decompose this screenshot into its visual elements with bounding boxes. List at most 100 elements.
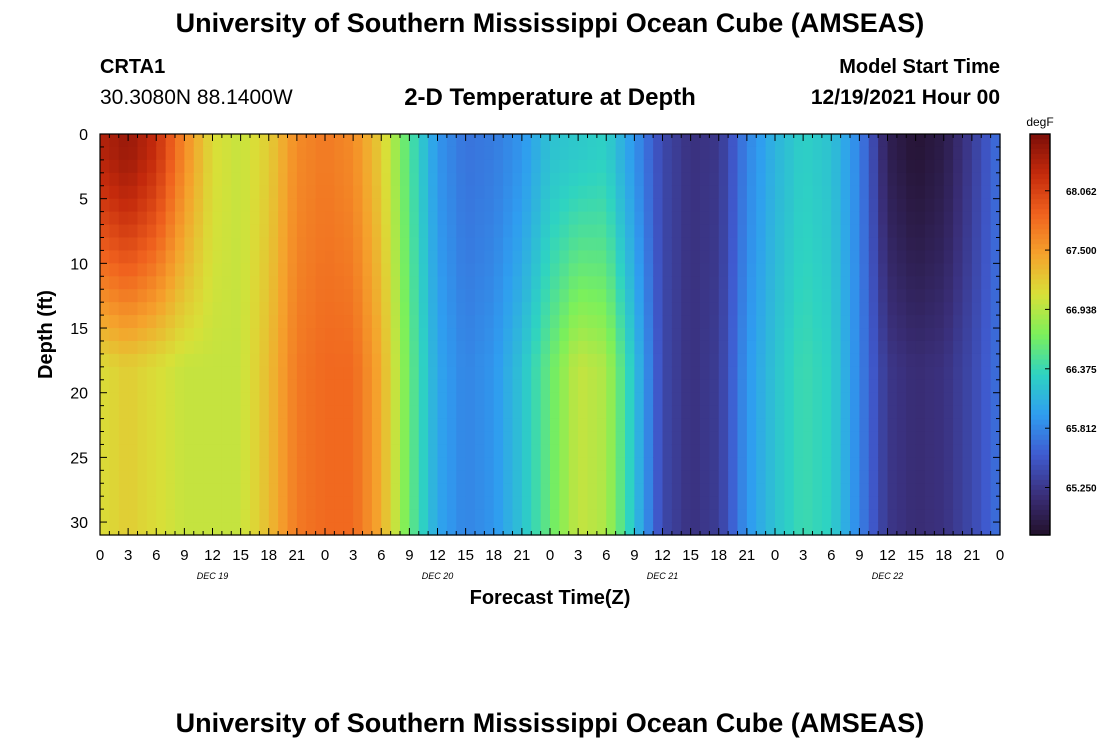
heatmap-cell <box>446 405 457 420</box>
heatmap-cell <box>578 250 589 264</box>
heatmap-cell <box>578 431 589 446</box>
heatmap-cell <box>840 302 851 316</box>
heatmap-cell <box>118 237 129 252</box>
heatmap-cell <box>784 366 795 381</box>
heatmap-cell <box>250 250 260 264</box>
heatmap-cell <box>231 237 242 252</box>
heatmap-cell <box>268 302 279 316</box>
heatmap-cell <box>718 263 729 277</box>
heatmap-cell <box>156 159 167 174</box>
heatmap-cell <box>793 418 804 433</box>
heatmap-cell <box>906 237 917 252</box>
heatmap-cell <box>971 198 982 213</box>
heatmap-cell <box>587 457 598 471</box>
heatmap-cell <box>315 496 326 510</box>
heatmap-cell <box>746 392 757 407</box>
heatmap-cell <box>353 470 364 484</box>
heatmap-cell <box>418 172 429 187</box>
heatmap-cell <box>775 366 785 381</box>
heatmap-cell <box>343 509 354 523</box>
heatmap-cell <box>971 250 982 264</box>
heatmap-cell <box>418 289 429 303</box>
heatmap-cell <box>709 418 720 433</box>
heatmap-cell <box>934 289 945 303</box>
heatmap-cell <box>962 470 973 484</box>
heatmap-cell <box>906 302 917 316</box>
heatmap-cell <box>746 302 757 316</box>
heatmap-cell <box>325 392 335 407</box>
heatmap-cell <box>418 224 429 239</box>
heatmap-cell <box>953 185 964 200</box>
heatmap-cell <box>109 237 120 252</box>
heatmap-cell <box>109 496 120 510</box>
heatmap-cell <box>962 263 973 277</box>
heatmap-cell <box>934 250 945 264</box>
heatmap-cell <box>690 224 701 239</box>
heatmap-cell <box>409 444 420 458</box>
heatmap-cell <box>606 522 617 536</box>
heatmap-cell <box>353 418 364 433</box>
heatmap-cell <box>709 315 720 329</box>
heatmap-cell <box>990 483 1001 497</box>
heatmap-cell <box>906 509 917 523</box>
heatmap-cell <box>221 340 232 355</box>
heatmap-cell <box>437 444 448 458</box>
second-chart-title: University of Southern Mississippi Ocean… <box>175 708 925 738</box>
heatmap-cell <box>653 159 664 174</box>
heatmap-cell <box>634 392 645 407</box>
x-tick-label: 21 <box>739 547 756 564</box>
heatmap-cell <box>728 470 739 484</box>
heatmap-cell <box>868 353 879 368</box>
heatmap-cell <box>240 366 251 381</box>
heatmap-cell <box>718 470 729 484</box>
heatmap-cell <box>934 211 945 226</box>
heatmap-cell <box>306 483 317 497</box>
heatmap-cell <box>550 392 560 407</box>
heatmap-cell <box>990 134 1001 148</box>
heatmap-cell <box>578 418 589 433</box>
heatmap-cell <box>250 185 260 200</box>
heatmap-cell <box>681 302 692 316</box>
heatmap-cell <box>221 496 232 510</box>
heatmap-cell <box>550 185 560 200</box>
heatmap-cell <box>381 470 392 484</box>
heatmap-cell <box>231 496 242 510</box>
heatmap-cell <box>765 340 776 355</box>
heatmap-cell <box>859 405 870 420</box>
heatmap-cell <box>681 392 692 407</box>
heatmap-cell <box>175 431 185 446</box>
heatmap-cell <box>662 405 673 420</box>
heatmap-cell <box>137 509 148 523</box>
heatmap-cell <box>653 353 664 368</box>
heatmap-cell <box>643 483 654 497</box>
heatmap-cell <box>981 340 992 355</box>
heatmap-cell <box>353 159 364 174</box>
heatmap-cell <box>981 198 992 213</box>
x-tick-label: 6 <box>377 547 385 564</box>
heatmap-cell <box>765 522 776 536</box>
heatmap-cell <box>896 263 907 277</box>
heatmap-cell <box>296 250 307 264</box>
heatmap-cell <box>915 198 926 213</box>
heatmap-cell <box>118 134 129 148</box>
heatmap-cell <box>634 276 645 290</box>
heatmap-cell <box>212 211 223 226</box>
heatmap-cell <box>184 340 195 355</box>
heatmap-cell <box>878 379 889 394</box>
heatmap-cell <box>821 509 832 523</box>
heatmap-cell <box>531 379 542 394</box>
heatmap-cell <box>465 185 476 200</box>
heatmap-cell <box>896 405 907 420</box>
heatmap-cell <box>390 496 401 510</box>
heatmap-cell <box>268 276 279 290</box>
heatmap-cell <box>484 237 495 252</box>
heatmap-cell <box>259 379 270 394</box>
heatmap-cell <box>146 224 157 239</box>
heatmap-cell <box>746 353 757 368</box>
heatmap-cell <box>184 418 195 433</box>
heatmap-cell <box>531 418 542 433</box>
heatmap-cell <box>990 250 1001 264</box>
heatmap-cell <box>221 159 232 174</box>
heatmap-cell <box>512 185 523 200</box>
heatmap-cell <box>362 276 373 290</box>
